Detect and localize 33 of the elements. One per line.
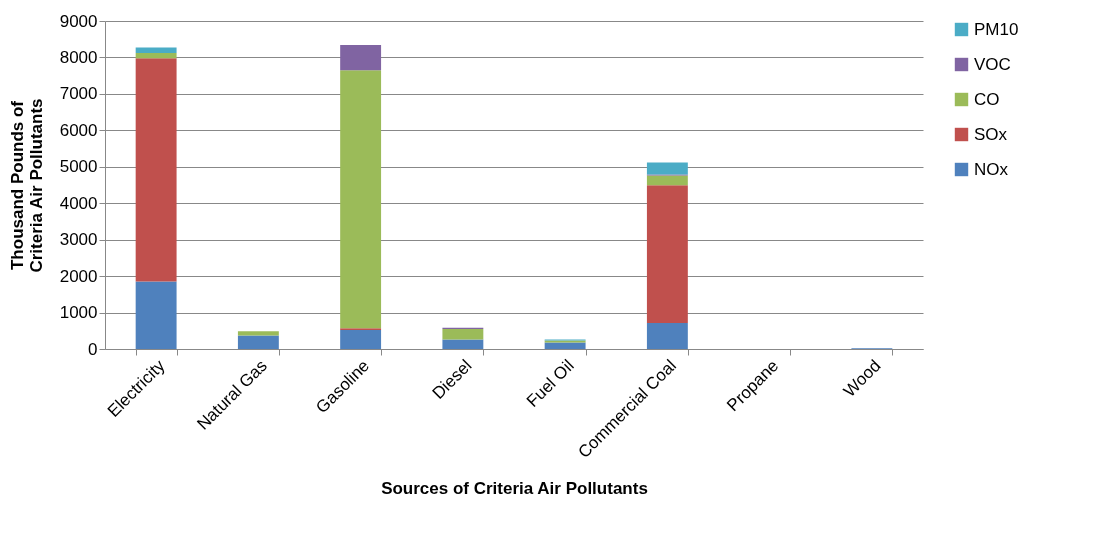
bar — [442, 328, 484, 340]
bar — [646, 162, 688, 175]
legend-label: SOx — [974, 124, 1008, 144]
bar — [340, 70, 382, 329]
y-tick-label: 2000 — [59, 266, 98, 286]
bar — [237, 331, 279, 336]
y-tick-label: 3000 — [59, 230, 98, 250]
bar — [646, 185, 688, 324]
legend-label: CO — [974, 89, 1000, 109]
bar — [237, 335, 279, 349]
bar — [544, 342, 586, 349]
y-tick-label: 7000 — [59, 84, 98, 104]
y-tick-label: 5000 — [59, 157, 98, 177]
legend-label: VOC — [974, 54, 1011, 74]
y-tick-label: 8000 — [59, 47, 98, 67]
y-axis-title: Thousand Pounds of Criteria Air Pollutants — [7, 98, 46, 273]
y-tick-label: 9000 — [59, 11, 98, 31]
y-tick-label: 6000 — [59, 120, 98, 140]
bar — [442, 339, 484, 349]
bar — [646, 175, 688, 186]
bar — [135, 58, 177, 282]
legend-label: PM10 — [974, 19, 1019, 39]
bar — [340, 45, 382, 71]
y-tick-label: 4000 — [59, 193, 98, 213]
bar — [135, 47, 177, 54]
bar — [135, 53, 177, 59]
bar — [135, 281, 177, 349]
bar — [646, 323, 688, 349]
bar — [340, 330, 382, 349]
x-axis-title: Sources of Criteria Air Pollutants — [381, 478, 648, 498]
legend-label: NOx — [974, 159, 1009, 179]
y-tick-label: 0 — [88, 339, 98, 359]
y-tick-label: 1000 — [59, 303, 98, 323]
